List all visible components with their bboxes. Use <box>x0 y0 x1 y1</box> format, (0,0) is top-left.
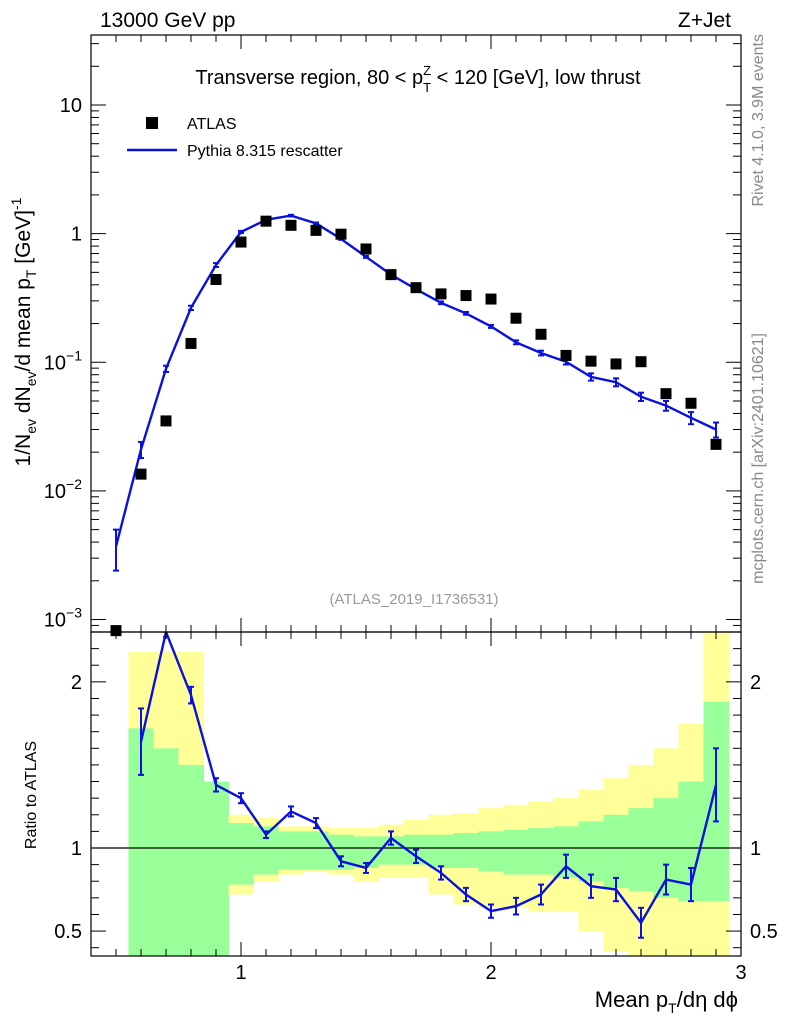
ratio-line <box>139 632 718 925</box>
analysis-watermark: (ATLAS_2019_I1736531) <box>329 591 498 608</box>
atlas-data-point <box>485 293 497 305</box>
main-y-tick-label: 10 <box>60 95 82 117</box>
atlas-data-point <box>235 236 247 248</box>
main-ylabel-g: [GeV] <box>12 210 35 270</box>
main-y-tick-label: 10−2 <box>44 476 82 503</box>
atlas-data-point <box>160 415 172 427</box>
rivet-label: Rivet 4.1.0, 3.9M events <box>750 34 767 207</box>
atlas-data-point <box>635 356 647 368</box>
mc-line <box>114 214 717 547</box>
atlas-data-point <box>260 215 272 227</box>
main-y-tick-label-exp: −2 <box>66 476 82 492</box>
atlas-data-point <box>560 349 572 361</box>
ratio-band-inner <box>428 834 454 868</box>
atlas-data-point <box>410 282 422 294</box>
main-ylabel-h: -1 <box>8 197 24 210</box>
legend-label-atlas: ATLAS <box>187 116 237 133</box>
ratio-ylabel: Ratio to ATLAS <box>23 741 40 849</box>
main-y-tick-label-base: 10 <box>44 481 66 503</box>
ratio-y-tick-label: 0.5 <box>54 921 82 943</box>
main-y-tick-label: 10−3 <box>44 605 82 632</box>
ratio-band-inner <box>478 831 504 872</box>
x-tick-label: 2 <box>485 962 496 984</box>
main-ylabel-b: ev <box>23 419 39 434</box>
atlas-data-point <box>210 273 222 285</box>
ratio-band-inner <box>178 764 204 956</box>
plot-title-part-1: Transverse region, 80 < p <box>195 67 423 89</box>
ratio-band-inner <box>603 814 629 888</box>
ratio-series-group <box>91 632 741 939</box>
ratio-series <box>91 632 741 939</box>
atlas-data-point <box>710 438 722 450</box>
main-y-tick-label-base: 10 <box>44 352 66 374</box>
header-right-label: Z+Jet <box>678 9 731 32</box>
atlas-data-point <box>685 397 697 409</box>
ratio-band-inner <box>528 828 554 875</box>
ratio-band-inner <box>628 808 654 892</box>
ratio-y-tick-label-right: 1 <box>750 838 761 860</box>
main-ylabel-f: T <box>23 269 39 278</box>
atlas-data-point <box>660 388 672 400</box>
atlas-data-point <box>385 269 397 281</box>
main-y-tick-label-exp: −1 <box>66 347 82 363</box>
main-y-tick-label: 10−1 <box>44 347 82 374</box>
atlas-data-point <box>535 328 547 340</box>
main-ylabel-a: 1/N <box>12 434 35 467</box>
ratio-band-inner <box>578 821 604 882</box>
atlas-data-point <box>185 337 197 349</box>
ratio-band-inner <box>203 781 229 956</box>
main-series <box>110 213 722 637</box>
main-ylabel-c: dN <box>12 386 35 419</box>
plot-title-sup: Z <box>423 63 431 78</box>
xlabel: Mean pT/dη dϕ <box>595 987 738 1016</box>
x-tick-label: 3 <box>735 962 746 984</box>
xlabel-b: T <box>668 1000 677 1016</box>
x-tick-label: 1 <box>235 962 246 984</box>
atlas-data-point <box>310 224 322 236</box>
atlas-data-point <box>335 228 347 240</box>
main-y-tick-label-base: 10 <box>44 610 66 632</box>
main-ylabel-e: /d mean p <box>12 278 35 371</box>
ratio-bands <box>128 632 729 956</box>
atlas-data-point <box>610 358 622 370</box>
ratio-band-inner <box>228 823 254 885</box>
ratio-band-group <box>128 632 729 956</box>
main-y-tick-label-exp: −3 <box>66 605 82 621</box>
atlas-data-point <box>360 243 372 255</box>
atlas-data-point <box>135 468 147 480</box>
plot-title-sub: T <box>423 80 431 95</box>
main-ylabel-d: ev <box>23 371 39 386</box>
atlas-data-point <box>435 288 447 300</box>
header-left-label: 13000 GeV pp <box>100 9 235 32</box>
legend-label-mc: Pythia 8.315 rescatter <box>187 143 343 160</box>
xlabel-c: /dη dϕ <box>677 987 738 1012</box>
ratio-band-inner <box>503 829 529 875</box>
legend: ATLAS Pythia 8.315 rescatter <box>127 116 343 160</box>
ratio-y-tick-label: 1 <box>71 838 82 860</box>
main-y-tick-label: 1 <box>71 224 82 246</box>
ratio-band-inner <box>453 833 479 868</box>
ratio-y-tick-label-right: 0.5 <box>750 921 778 943</box>
atlas-data-point <box>510 312 522 324</box>
mcplots-label: mcplots.cern.ch [arXiv:2401.10621] <box>750 333 767 584</box>
ratio-y-tick-label-right: 2 <box>750 672 761 694</box>
main-ylabel: 1/Nev dNev/d mean pT [GeV]-1 <box>8 197 39 466</box>
atlas-data-point <box>285 219 297 231</box>
ratio-y-tick-label: 2 <box>71 672 82 694</box>
plot-title-part-2: < 120 [GeV], low thrust <box>431 67 641 89</box>
main-series-group <box>110 213 722 637</box>
atlas-data-point <box>585 355 597 367</box>
xlabel-a: Mean p <box>595 987 668 1012</box>
plot-title: Transverse region, 80 < pTZ < 120 [GeV],… <box>195 63 641 95</box>
ratio-band-inner <box>153 748 179 956</box>
legend-marker-atlas <box>146 117 158 129</box>
atlas-data-point <box>460 290 472 302</box>
ratio-band-inner <box>278 831 304 870</box>
